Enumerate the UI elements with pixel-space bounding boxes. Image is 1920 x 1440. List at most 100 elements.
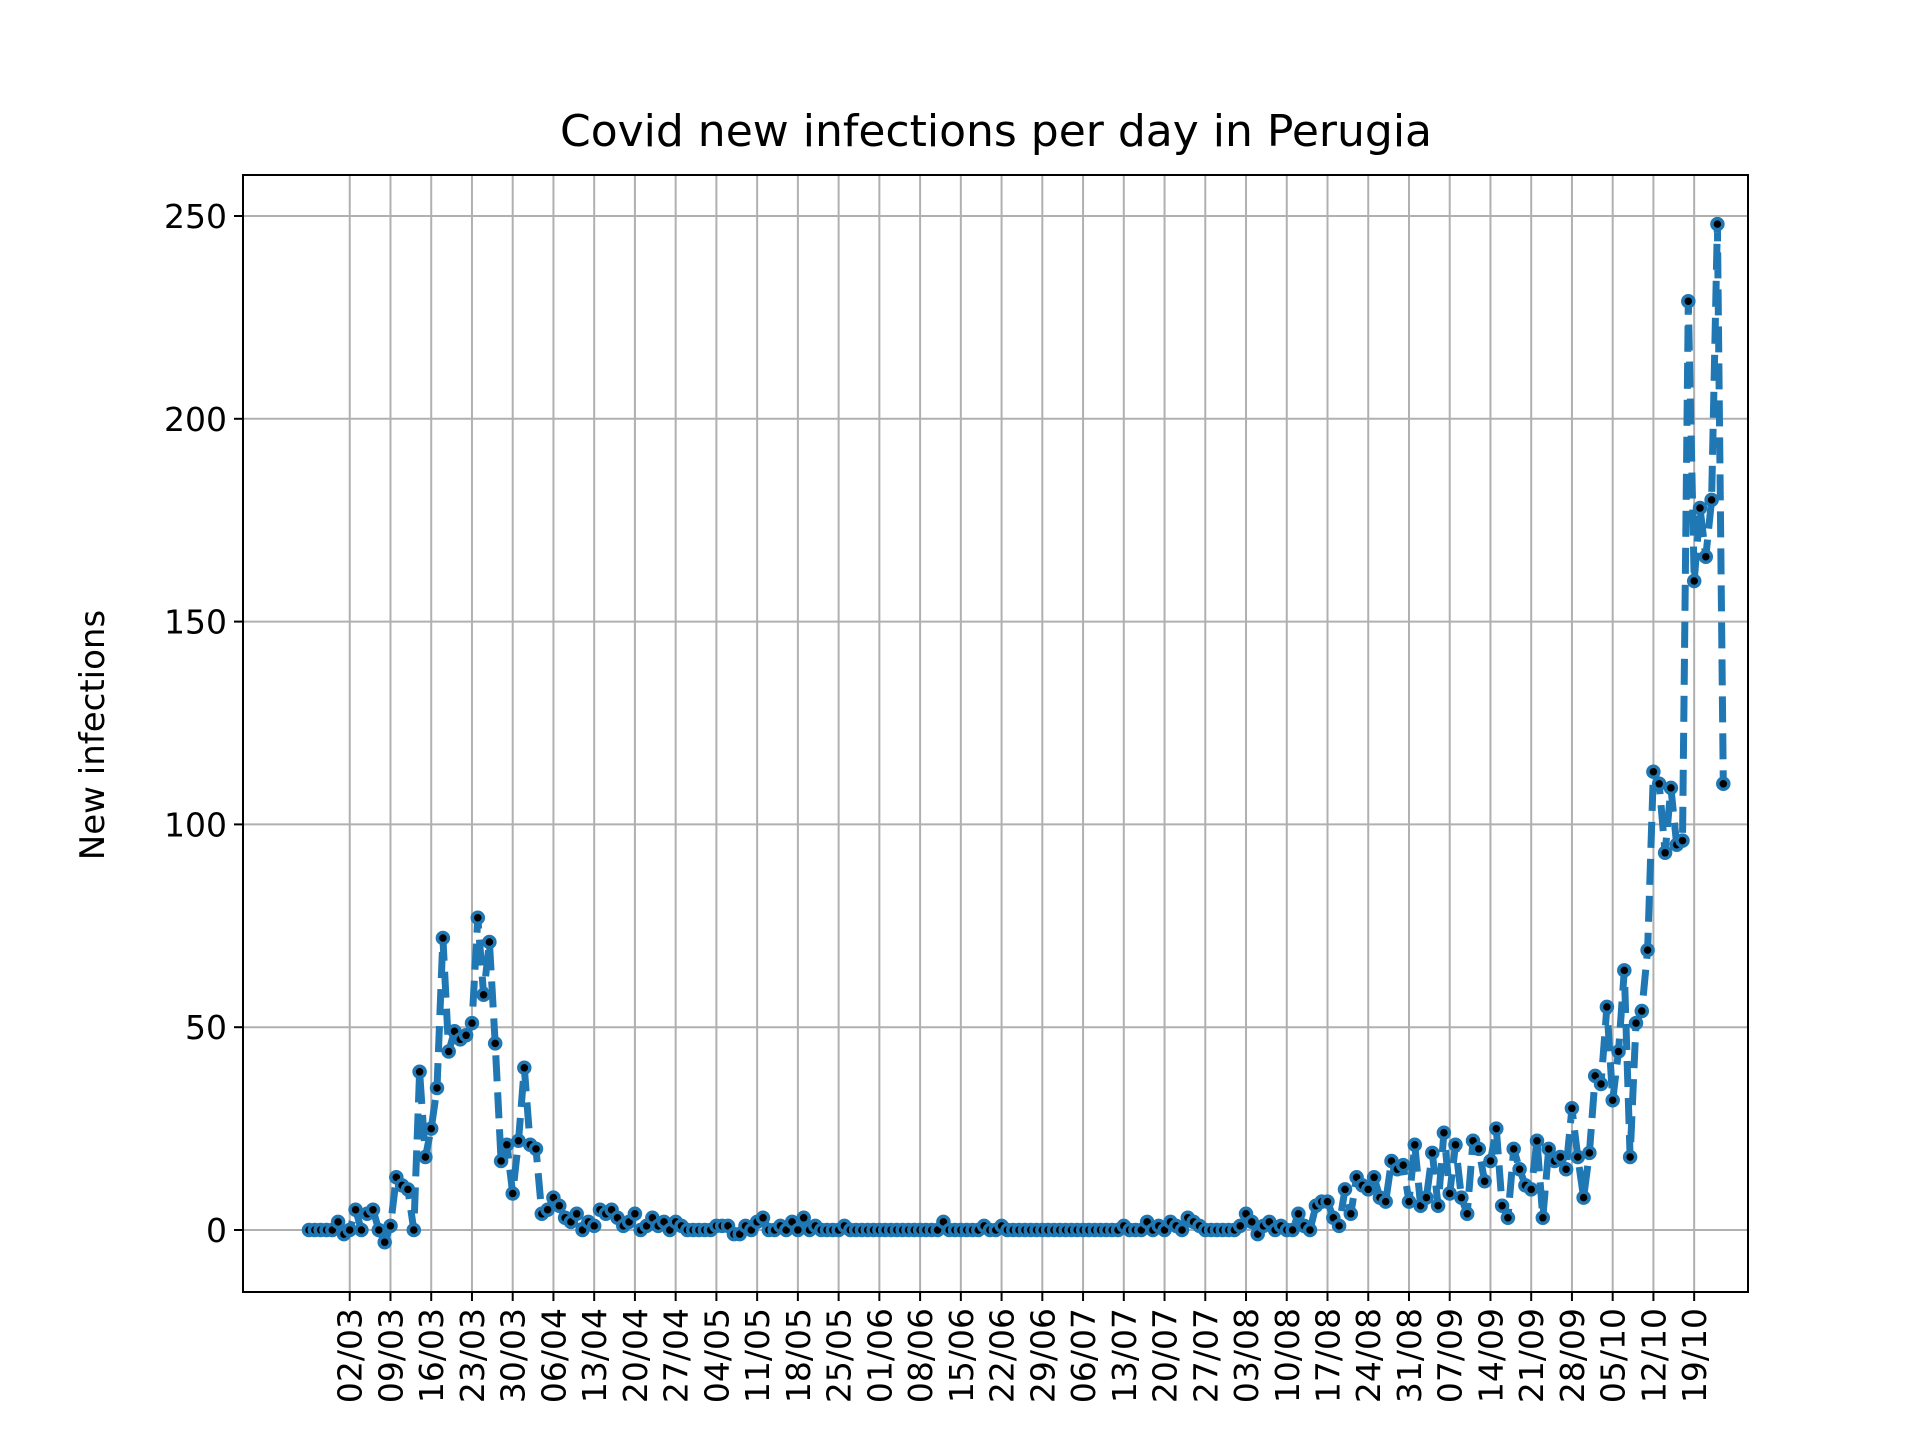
- data-point: [1570, 1149, 1586, 1165]
- grid-lines: [243, 175, 1748, 1292]
- data-point: [1576, 1190, 1591, 1205]
- data-point: [1611, 1044, 1626, 1059]
- data-point: [552, 1198, 567, 1213]
- x-tick-label: 20/04: [616, 1308, 655, 1403]
- x-tick-label: 19/10: [1675, 1308, 1714, 1403]
- data-point: [796, 1210, 811, 1226]
- series-layer: [301, 216, 1731, 1250]
- data-point: [458, 1028, 474, 1043]
- data-point: [540, 1202, 555, 1217]
- data-point: [1477, 1174, 1492, 1189]
- x-tick-label: 30/03: [494, 1308, 533, 1403]
- x-tick-label: 13/07: [1105, 1308, 1144, 1403]
- data-point: [1698, 549, 1714, 564]
- data-point: [755, 1210, 771, 1226]
- data-point: [406, 1222, 422, 1238]
- data-point: [1302, 1222, 1318, 1238]
- data-point: [400, 1182, 416, 1197]
- x-tick-label: 13/04: [575, 1308, 614, 1403]
- x-tick-label: 22/06: [983, 1308, 1022, 1403]
- data-point: [1459, 1206, 1475, 1222]
- data-point: [1489, 1121, 1504, 1136]
- data-point: [342, 1222, 357, 1238]
- y-axis-label: New infections: [73, 610, 113, 860]
- data-point: [1454, 1190, 1469, 1205]
- x-tick-label: 08/06: [901, 1308, 940, 1403]
- data-point: [528, 1141, 544, 1157]
- data-point: [505, 1186, 520, 1201]
- data-point: [1564, 1101, 1580, 1116]
- y-tick-label: 50: [185, 1008, 227, 1047]
- x-tick-label: 17/08: [1309, 1308, 1348, 1403]
- data-point: [1535, 1210, 1551, 1226]
- data-point: [354, 1222, 369, 1238]
- chart-title: Covid new infections per day in Perugia: [560, 106, 1432, 157]
- data-point: [1657, 845, 1673, 861]
- data-point: [1448, 1137, 1463, 1153]
- x-tick-label: 20/07: [1146, 1308, 1185, 1403]
- data-point: [1401, 1194, 1417, 1209]
- x-tick-label: 24/08: [1349, 1308, 1388, 1403]
- data-point: [1605, 1092, 1620, 1108]
- plot-frame: [242, 174, 1749, 1293]
- data-point: [1407, 1137, 1423, 1153]
- data-point: [476, 987, 491, 1003]
- data-point: [1471, 1141, 1487, 1157]
- x-tick-label: 05/10: [1594, 1308, 1633, 1403]
- data-point: [482, 934, 497, 950]
- data-point: [1599, 999, 1615, 1015]
- x-tick-label: 18/05: [779, 1308, 818, 1403]
- x-tick-label: 21/09: [1512, 1308, 1551, 1403]
- x-tick-label: 31/08: [1390, 1308, 1429, 1403]
- x-tick-label: 04/05: [697, 1308, 736, 1403]
- data-point: [348, 1202, 363, 1217]
- data-point: [1291, 1206, 1306, 1222]
- data-point: [383, 1218, 398, 1234]
- data-point: [1716, 776, 1731, 792]
- data-point: [1343, 1206, 1359, 1222]
- data-point: [1617, 963, 1632, 978]
- x-tick-label: 23/03: [453, 1308, 492, 1403]
- x-tick-label: 28/09: [1553, 1308, 1592, 1403]
- data-point: [1529, 1133, 1545, 1149]
- x-tick-label: 16/03: [412, 1308, 451, 1403]
- data-point: [423, 1121, 439, 1136]
- data-point: [371, 1222, 387, 1238]
- data-point: [365, 1202, 381, 1217]
- data-point: [499, 1137, 515, 1153]
- x-tick-label: 15/06: [942, 1308, 981, 1403]
- data-point: [441, 1044, 456, 1059]
- data-point: [1582, 1145, 1597, 1161]
- data-point: [790, 1222, 806, 1238]
- data-point: [1622, 1149, 1638, 1165]
- x-tick-label: 27/07: [1186, 1308, 1225, 1403]
- data-point: [1634, 1003, 1650, 1019]
- data-point: [1494, 1198, 1510, 1213]
- data-point: [1378, 1194, 1393, 1209]
- data-point: [464, 1015, 480, 1031]
- data-point: [1506, 1141, 1521, 1157]
- data-point: [1244, 1214, 1260, 1230]
- data-point: [330, 1214, 346, 1230]
- data-point: [1663, 780, 1679, 796]
- data-point: [1331, 1218, 1347, 1234]
- data-point: [1675, 833, 1690, 848]
- data-point: [1646, 764, 1661, 779]
- data-point: [1523, 1182, 1539, 1197]
- data-point: [1704, 492, 1719, 508]
- y-tick-label: 0: [206, 1211, 227, 1250]
- x-tick-label: 06/07: [1064, 1308, 1103, 1403]
- data-point: [435, 930, 451, 946]
- data-point: [1366, 1170, 1382, 1185]
- axis-ticks: 0 50 100 150 200 250 02/03 09/03 16/03 23/03 30/03…: [164, 197, 1714, 1403]
- data-point: [1174, 1222, 1190, 1238]
- data-point: [586, 1218, 602, 1234]
- data-point: [1500, 1210, 1516, 1226]
- x-tick-label: 03/08: [1227, 1308, 1266, 1403]
- data-point: [1541, 1141, 1556, 1157]
- data-point: [493, 1153, 509, 1169]
- x-tick-label: 11/05: [738, 1308, 777, 1403]
- data-point: [1285, 1222, 1300, 1238]
- x-tick-label: 09/03: [371, 1308, 410, 1403]
- y-tick-label: 250: [164, 197, 227, 236]
